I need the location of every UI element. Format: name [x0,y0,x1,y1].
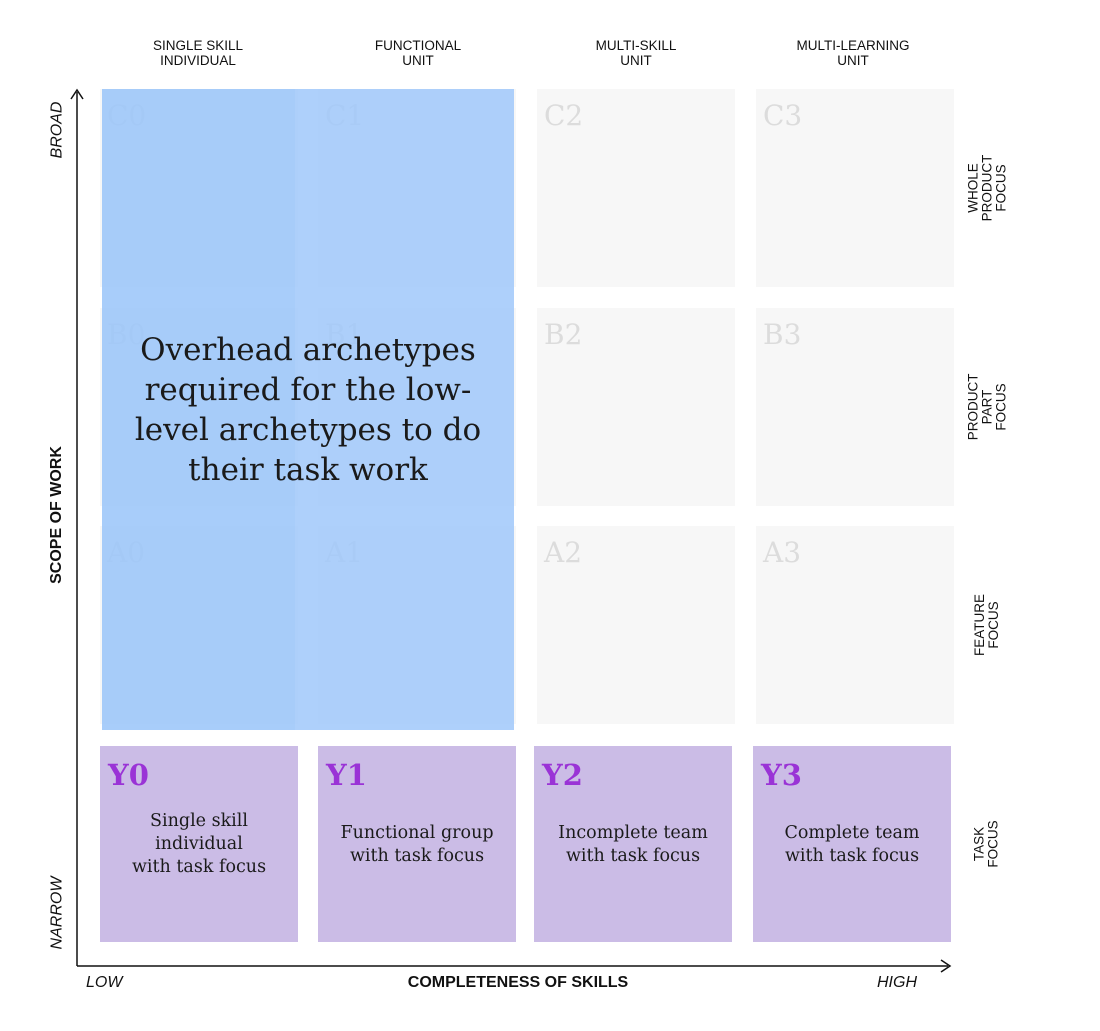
task-cell-y1: Y1 Functional group with task focus [318,746,516,942]
cell-c2: C2 [537,89,735,287]
cell-a3: A3 [756,526,954,724]
cell-c3: C3 [756,89,954,287]
x-axis-right-label: HIGH [877,974,917,991]
overhead-overlay [102,89,514,730]
overhead-description: Overhead archetypes required for the low… [134,332,482,488]
x-axis-title: COMPLETENESS OF SKILLS [407,974,629,991]
column-header-multi-skill: MULTI-SKILL UNIT [595,38,677,68]
task-code: Y2 [542,758,583,792]
task-cell-y3: Y3 Complete team with task focus [753,746,951,942]
y-axis-bottom-text: NARROW [48,876,66,949]
task-description: Incomplete team with task focus [558,823,708,866]
column-header-functional: FUNCTIONAL UNIT [374,38,462,68]
cell-b2: B2 [537,308,735,506]
task-description: Complete team with task focus [784,823,920,866]
y-axis-top-label: BROAD [45,95,69,165]
cell-code: A2 [544,536,583,569]
cell-b3: B3 [756,308,954,506]
task-cell-y0: Y0 Single skill individual with task foc… [100,746,298,942]
column-header-single-skill: SINGLE SKILL INDIVIDUAL [152,38,244,68]
task-cell-y2: Y2 Incomplete team with task focus [534,746,732,942]
task-code: Y0 [108,758,149,792]
column-header-multi-learning: MULTI-LEARNING UNIT [796,38,910,68]
y-axis-title: SCOPE OF WORK [45,420,69,610]
task-description: Functional group with task focus [340,823,494,866]
task-code: Y3 [761,758,802,792]
cell-code: B3 [763,318,802,351]
task-description: Single skill individual with task focus [131,811,267,877]
task-code: Y1 [326,758,367,792]
y-axis-bottom-label: NARROW [45,865,69,960]
cell-code: C2 [544,99,584,132]
y-axis-top-text: BROAD [48,101,65,159]
cell-code: B2 [544,318,583,351]
cell-code: A3 [763,536,802,569]
x-axis-left-label: LOW [86,974,123,991]
overlay-shade [102,89,295,730]
cell-code: C3 [763,99,803,132]
cell-a2: A2 [537,526,735,724]
y-axis-title-text: SCOPE OF WORK [48,446,65,584]
x-axis-arrow [940,959,952,973]
y-axis-arrow [70,88,84,100]
